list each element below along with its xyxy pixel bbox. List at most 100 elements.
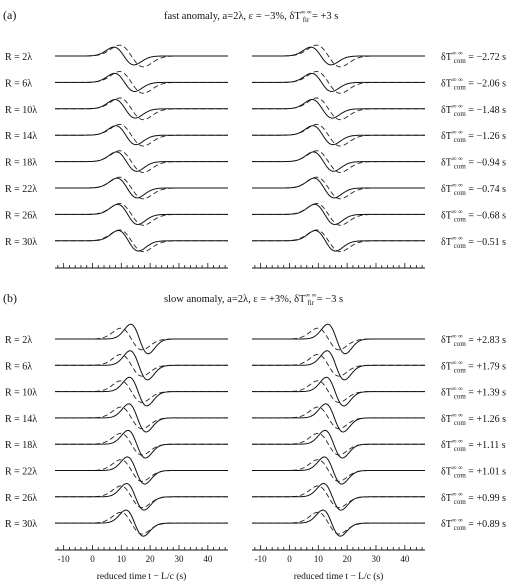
delay-label: δT∞ ∞ com = +1.79 s — [441, 359, 506, 374]
perturbed-trace — [252, 203, 425, 225]
trace-pair — [252, 123, 425, 147]
delay-label: δT∞ ∞ com = +1.11 s — [441, 438, 506, 453]
x-axis: -10 0 10 20 30 40 reduced time t − L/c (s) — [55, 545, 228, 582]
panel-a: (a) fast anomaly, a=2λ, ε = −3%, δT∞ ∞ fir… — [3, 8, 506, 269]
trace-pair — [55, 44, 228, 68]
perturbed-trace — [252, 151, 425, 172]
perturbed-trace — [252, 72, 425, 92]
delay-label: δT∞ ∞ com = −1.26 s — [441, 129, 506, 144]
trace-pair — [55, 203, 228, 226]
trace-pair — [55, 323, 228, 355]
row-label: R = 2λ — [5, 52, 32, 63]
perturbed-trace — [55, 99, 228, 119]
trace-pair — [252, 150, 425, 173]
tick-label: 30 — [174, 554, 184, 564]
tick-label: 10 — [314, 554, 324, 564]
trace-pair — [252, 509, 425, 537]
perturbed-trace — [252, 177, 425, 199]
trace-pair — [55, 71, 228, 94]
perturbed-trace — [55, 125, 228, 146]
trace-pair — [55, 429, 228, 459]
trace-pair — [252, 44, 425, 68]
delay-label: δT∞ ∞ com = +1.39 s — [441, 386, 506, 401]
trace-pair — [252, 429, 425, 459]
tick-label: 40 — [400, 554, 410, 564]
delay-label: δT∞ ∞ com = +0.89 s — [441, 517, 506, 532]
x-axis: -10 0 10 20 30 40 reduced time t − L/c (s) — [252, 545, 425, 582]
row-label: R = 22λ — [5, 184, 37, 195]
delay-label: δT∞ ∞ com = +0.99 s — [441, 491, 506, 506]
tick-label: 0 — [90, 554, 95, 564]
row-label: R = 6λ — [5, 78, 32, 89]
trace-pair — [252, 176, 425, 200]
row-label: R = 26λ — [5, 210, 37, 221]
trace-pair — [252, 376, 425, 407]
row-label: R = 10λ — [5, 388, 37, 399]
perturbed-trace — [252, 429, 425, 459]
trace-pair — [55, 376, 228, 407]
trace-pair — [55, 482, 228, 511]
perturbed-trace — [55, 323, 228, 355]
tick-label: -10 — [58, 554, 70, 564]
perturbed-trace — [55, 403, 228, 433]
x-axis — [55, 263, 228, 269]
trace-pair — [252, 229, 425, 253]
perturbed-trace — [252, 125, 425, 146]
panel-title: slow anomaly, a=2λ, ε = +3%, δT∞ ∞ fir = … — [164, 292, 343, 307]
tick-label: 10 — [117, 554, 127, 564]
trace-pair — [55, 350, 228, 381]
perturbed-trace — [55, 203, 228, 225]
perturbed-trace — [252, 350, 425, 381]
delay-label: δT∞ ∞ com = +1.01 s — [441, 465, 506, 480]
trace-pair — [55, 123, 228, 147]
trace-pair — [252, 482, 425, 511]
perturbed-trace — [55, 350, 228, 381]
perturbed-trace — [252, 46, 425, 66]
delay-label: δT∞ ∞ com = −1.48 s — [441, 103, 506, 118]
trace-pair — [55, 456, 228, 485]
panel-label: (a) — [3, 8, 16, 22]
perturbed-trace — [55, 456, 228, 485]
delay-label: δT∞ ∞ com = +2.83 s — [441, 333, 506, 348]
trace-pair — [252, 323, 425, 355]
perturbed-trace — [252, 230, 425, 252]
row-label: R = 18λ — [5, 440, 37, 451]
x-axis-label: reduced time t − L/c (s) — [97, 571, 187, 582]
tick-label: 0 — [287, 554, 292, 564]
tick-label: -10 — [255, 554, 267, 564]
perturbed-trace — [55, 230, 228, 252]
perturbed-trace — [252, 482, 425, 511]
trace-pair — [55, 97, 228, 121]
row-label: R = 2λ — [5, 335, 32, 346]
trace-pair — [55, 509, 228, 537]
trace-pair — [252, 71, 425, 94]
row-label: R = 10λ — [5, 105, 37, 116]
perturbed-trace — [55, 482, 228, 511]
delay-label: δT∞ ∞ com = −2.06 s — [441, 76, 506, 91]
perturbed-trace — [252, 99, 425, 119]
perturbed-trace — [55, 177, 228, 199]
trace-pair — [55, 229, 228, 253]
row-label: R = 30λ — [5, 237, 37, 248]
perturbed-trace — [55, 376, 228, 407]
tick-label: 40 — [203, 554, 213, 564]
perturbed-trace — [252, 509, 425, 537]
perturbed-trace — [252, 323, 425, 355]
perturbed-trace — [252, 456, 425, 485]
trace-pair — [55, 176, 228, 200]
row-label: R = 14λ — [5, 131, 37, 142]
trace-pair — [55, 403, 228, 433]
delay-label: δT∞ ∞ com = +1.26 s — [441, 412, 506, 427]
tick-label: 30 — [371, 554, 381, 564]
trace-pair — [252, 203, 425, 226]
perturbed-trace — [55, 151, 228, 172]
trace-pair — [252, 403, 425, 433]
perturbed-trace — [55, 72, 228, 92]
panel-title: fast anomaly, a=2λ, ε = −3%, δT∞ ∞ fir = … — [164, 9, 338, 24]
delay-label: δT∞ ∞ com = −0.74 s — [441, 182, 506, 197]
row-label: R = 6λ — [5, 361, 32, 372]
delay-label: δT∞ ∞ com = −0.68 s — [441, 208, 506, 223]
tick-label: 20 — [343, 554, 353, 564]
trace-pair — [252, 456, 425, 485]
row-label: R = 14λ — [5, 414, 37, 425]
